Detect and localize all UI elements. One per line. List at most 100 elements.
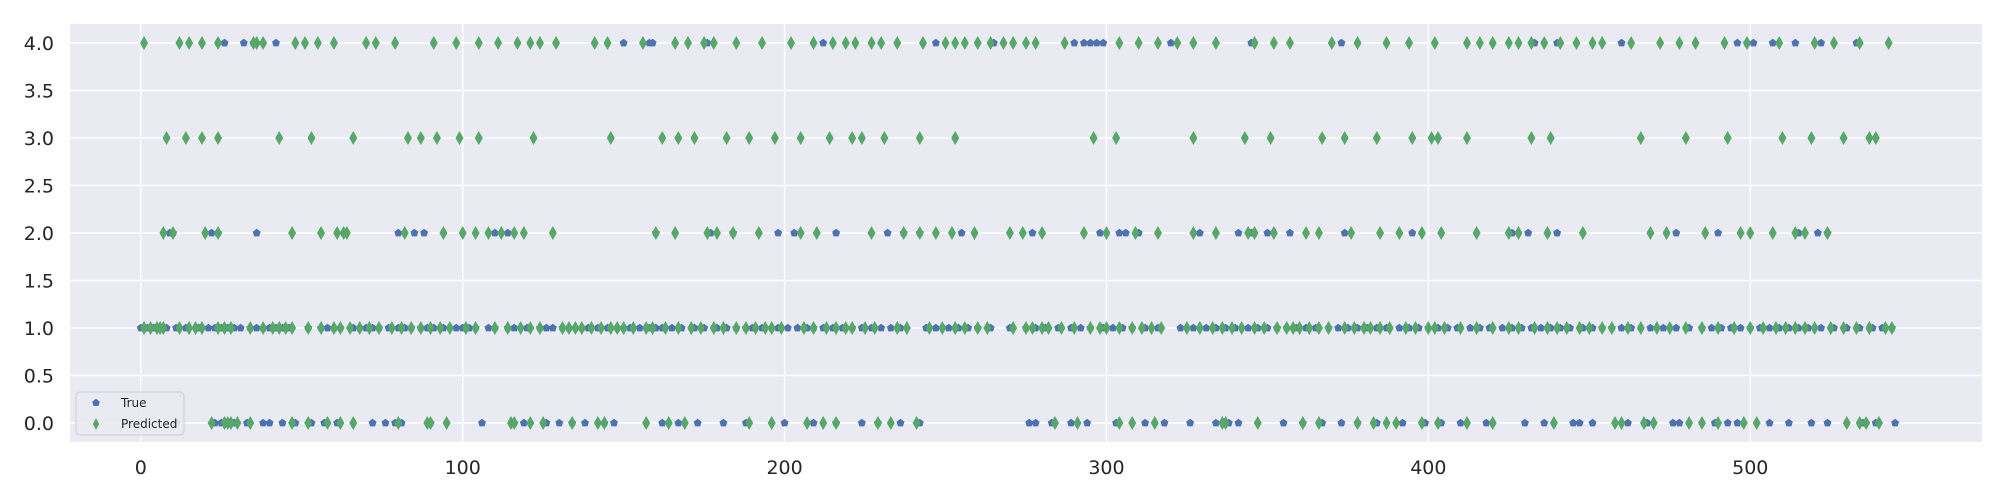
predicted-point — [371, 36, 380, 50]
predicted-point — [1282, 321, 1291, 335]
predicted-point — [1862, 416, 1871, 430]
predicted-point — [1636, 321, 1645, 335]
true-point — [819, 38, 828, 47]
true-point — [957, 228, 966, 237]
predicted-point — [497, 226, 506, 240]
predicted-point — [571, 321, 580, 335]
predicted-point — [951, 131, 960, 145]
true-point — [1408, 228, 1417, 237]
predicted-point — [494, 36, 503, 50]
true-point — [1617, 323, 1626, 332]
predicted-point — [1562, 321, 1571, 335]
predicted-point — [1627, 36, 1636, 50]
predicted-point — [1424, 321, 1433, 335]
predicted-point — [1376, 226, 1385, 240]
predicted-point — [452, 36, 461, 50]
predicted-point — [1771, 321, 1780, 335]
predicted-point — [603, 36, 612, 50]
predicted-point — [526, 321, 535, 335]
predicted-point — [690, 131, 699, 145]
true-point — [1807, 418, 1816, 427]
predicted-point — [761, 321, 770, 335]
predicted-point — [812, 226, 821, 240]
predicted-point — [671, 36, 680, 50]
predicted-point — [651, 226, 660, 240]
predicted-point — [1662, 226, 1671, 240]
predicted-point — [1575, 321, 1584, 335]
legend-box — [75, 391, 185, 436]
predicted-point — [304, 416, 313, 430]
true-point — [1817, 38, 1826, 47]
true-point — [1498, 323, 1507, 332]
true-point — [877, 323, 886, 332]
predicted-point — [1730, 321, 1739, 335]
predicted-point — [1189, 36, 1198, 50]
predicted-point — [671, 226, 680, 240]
predicted-point — [1089, 131, 1098, 145]
predicted-point — [613, 321, 622, 335]
predicted-point — [342, 226, 351, 240]
predicted-point — [455, 131, 464, 145]
predicted-point — [458, 226, 467, 240]
predicted-point — [201, 226, 210, 240]
predicted-point — [674, 131, 683, 145]
predicted-point — [799, 321, 808, 335]
predicted-point — [1778, 131, 1787, 145]
predicted-point — [1430, 321, 1439, 335]
predicted-point — [1617, 416, 1626, 430]
predicted-point — [973, 36, 982, 50]
predicted-point — [1153, 226, 1162, 240]
predicted-point — [1195, 321, 1204, 335]
predicted-point — [1382, 416, 1391, 430]
predicted-point — [426, 321, 435, 335]
predicted-point — [503, 321, 512, 335]
predicted-point — [1807, 131, 1816, 145]
true-point — [1553, 228, 1562, 237]
true-point — [1099, 38, 1108, 47]
predicted-point — [1488, 36, 1497, 50]
true-point — [774, 228, 783, 237]
predicted-point — [429, 36, 438, 50]
predicted-point — [564, 321, 573, 335]
predicted-point — [397, 321, 406, 335]
predicted-point — [471, 321, 480, 335]
true-point — [252, 323, 261, 332]
true-point — [1086, 38, 1095, 47]
predicted-point — [1128, 416, 1137, 430]
true-point — [484, 323, 493, 332]
predicted-point — [233, 416, 242, 430]
true-point — [1659, 323, 1668, 332]
predicted-point — [313, 36, 322, 50]
predicted-point — [1086, 321, 1095, 335]
true-point — [1092, 38, 1101, 47]
true-point — [394, 228, 403, 237]
true-point — [1537, 323, 1546, 332]
true-point — [1784, 418, 1793, 427]
predicted-point — [642, 321, 651, 335]
predicted-point — [159, 226, 168, 240]
predicted-point — [355, 321, 364, 335]
predicted-point — [848, 131, 857, 145]
predicted-point — [552, 36, 561, 50]
predicted-point — [951, 36, 960, 50]
predicted-point — [1810, 36, 1819, 50]
true-point — [259, 418, 268, 427]
predicted-point — [619, 321, 628, 335]
true-point — [239, 38, 248, 47]
true-point — [1031, 418, 1040, 427]
predicted-point — [893, 321, 902, 335]
predicted-point — [870, 321, 879, 335]
predicted-point — [606, 321, 615, 335]
true-point — [1234, 418, 1243, 427]
predicted-point — [1189, 131, 1198, 145]
legend-predicted-label: Predicted — [121, 417, 177, 431]
predicted-point — [1340, 321, 1349, 335]
true-point — [555, 418, 564, 427]
predicted-point — [873, 416, 882, 430]
true-point — [1675, 418, 1684, 427]
predicted-point — [751, 321, 760, 335]
predicted-point — [1746, 226, 1755, 240]
predicted-point — [680, 416, 689, 430]
true-point — [1285, 228, 1294, 237]
predicted-point — [1440, 321, 1449, 335]
